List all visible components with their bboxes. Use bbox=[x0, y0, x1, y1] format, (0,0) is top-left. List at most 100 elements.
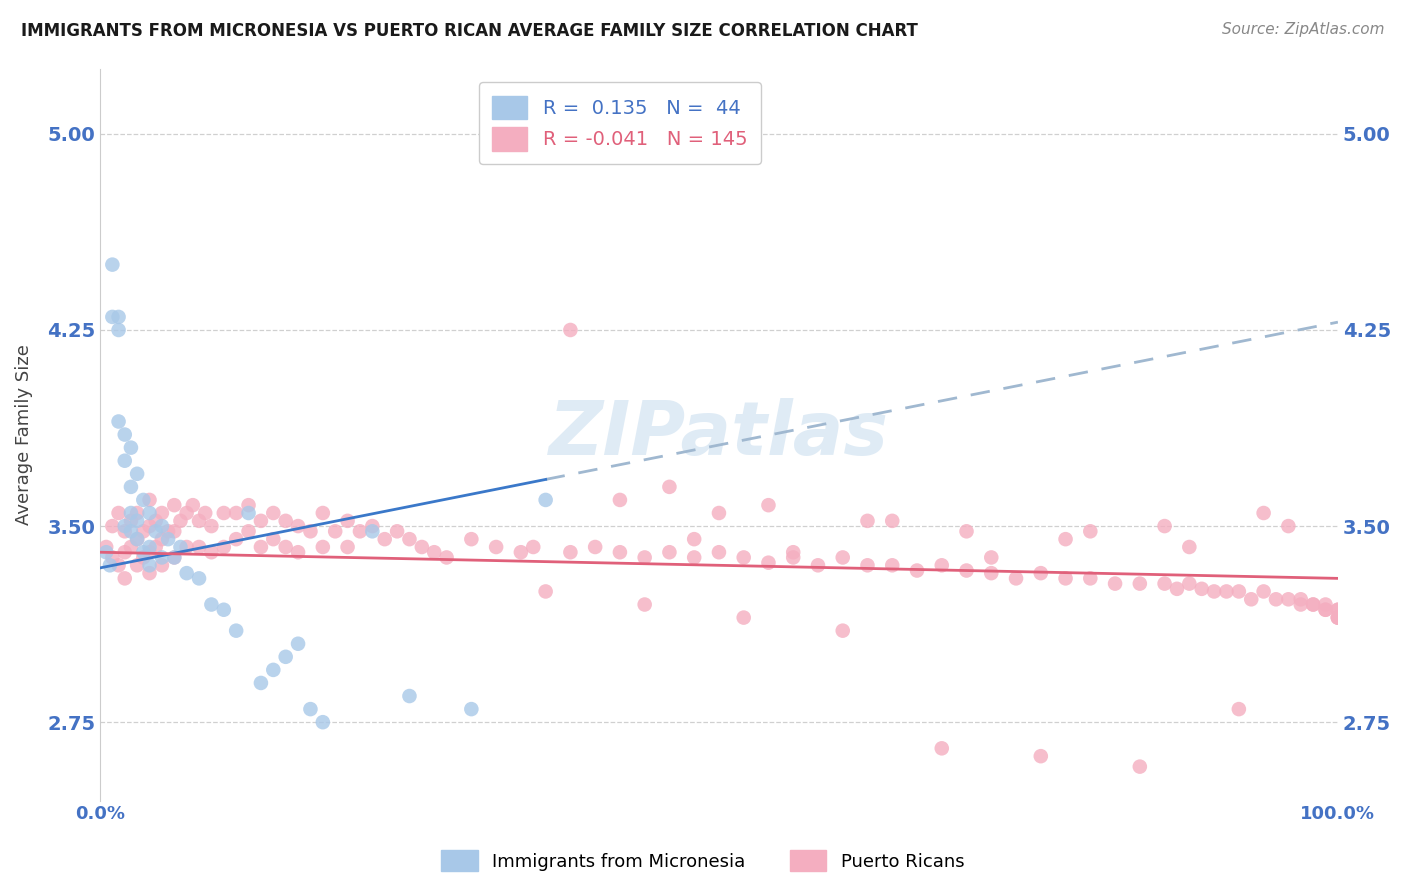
Point bbox=[1005, 571, 1028, 585]
Point bbox=[127, 467, 149, 481]
Point bbox=[127, 506, 149, 520]
Point bbox=[188, 514, 211, 528]
Point bbox=[831, 550, 853, 565]
Point bbox=[120, 506, 142, 520]
Point bbox=[336, 540, 359, 554]
Point bbox=[212, 506, 235, 520]
Text: ZIPatlas: ZIPatlas bbox=[548, 398, 889, 471]
Point bbox=[163, 498, 186, 512]
Point bbox=[460, 702, 482, 716]
Point bbox=[931, 741, 953, 756]
Point bbox=[1227, 702, 1250, 716]
Point bbox=[1327, 610, 1350, 624]
Point bbox=[509, 545, 531, 559]
Point bbox=[96, 540, 118, 554]
Point bbox=[782, 550, 804, 565]
Point bbox=[169, 540, 191, 554]
Point bbox=[132, 524, 155, 539]
Point bbox=[385, 524, 408, 539]
Point bbox=[176, 540, 198, 554]
Point bbox=[980, 550, 1002, 565]
Point bbox=[157, 524, 180, 539]
Point bbox=[262, 506, 284, 520]
Point bbox=[980, 566, 1002, 581]
Point bbox=[107, 415, 129, 429]
Point bbox=[1265, 592, 1288, 607]
Point bbox=[1166, 582, 1188, 596]
Point bbox=[150, 558, 173, 573]
Point bbox=[274, 540, 297, 554]
Point bbox=[856, 558, 879, 573]
Point bbox=[262, 663, 284, 677]
Point bbox=[658, 545, 681, 559]
Point bbox=[1054, 532, 1077, 546]
Point bbox=[1153, 519, 1175, 533]
Point bbox=[127, 558, 149, 573]
Point bbox=[807, 558, 830, 573]
Point bbox=[1315, 598, 1337, 612]
Point bbox=[287, 519, 309, 533]
Y-axis label: Average Family Size: Average Family Size bbox=[15, 344, 32, 525]
Point bbox=[460, 532, 482, 546]
Point bbox=[212, 540, 235, 554]
Point bbox=[1302, 598, 1324, 612]
Point bbox=[609, 545, 631, 559]
Point bbox=[238, 506, 260, 520]
Point bbox=[323, 524, 346, 539]
Point bbox=[1153, 576, 1175, 591]
Point bbox=[200, 598, 222, 612]
Point bbox=[1302, 598, 1324, 612]
Point bbox=[274, 649, 297, 664]
Point bbox=[707, 506, 730, 520]
Point bbox=[150, 532, 173, 546]
Point bbox=[856, 514, 879, 528]
Point bbox=[188, 571, 211, 585]
Point bbox=[1227, 584, 1250, 599]
Point bbox=[1327, 610, 1350, 624]
Point bbox=[1191, 582, 1213, 596]
Point bbox=[150, 550, 173, 565]
Point bbox=[634, 598, 657, 612]
Point bbox=[609, 492, 631, 507]
Point bbox=[1204, 584, 1226, 599]
Point bbox=[132, 545, 155, 559]
Point bbox=[1327, 603, 1350, 617]
Point bbox=[274, 514, 297, 528]
Point bbox=[1289, 598, 1312, 612]
Point bbox=[114, 519, 136, 533]
Point bbox=[336, 514, 359, 528]
Point bbox=[238, 498, 260, 512]
Point bbox=[150, 506, 173, 520]
Point bbox=[534, 492, 557, 507]
Point bbox=[1054, 571, 1077, 585]
Point bbox=[225, 532, 247, 546]
Point bbox=[114, 524, 136, 539]
Point bbox=[169, 514, 191, 528]
Point bbox=[188, 540, 211, 554]
Point bbox=[1129, 759, 1152, 773]
Text: Source: ZipAtlas.com: Source: ZipAtlas.com bbox=[1222, 22, 1385, 37]
Point bbox=[120, 524, 142, 539]
Point bbox=[138, 558, 160, 573]
Point bbox=[114, 571, 136, 585]
Point bbox=[560, 323, 582, 337]
Point bbox=[145, 540, 167, 554]
Point bbox=[138, 492, 160, 507]
Point bbox=[436, 550, 458, 565]
Point bbox=[733, 610, 755, 624]
Point bbox=[163, 550, 186, 565]
Point bbox=[583, 540, 606, 554]
Point bbox=[560, 545, 582, 559]
Point bbox=[200, 545, 222, 559]
Point bbox=[1315, 603, 1337, 617]
Point bbox=[101, 550, 124, 565]
Point bbox=[312, 715, 335, 730]
Point bbox=[114, 427, 136, 442]
Point bbox=[882, 514, 904, 528]
Point bbox=[132, 492, 155, 507]
Point bbox=[1277, 519, 1299, 533]
Point bbox=[157, 532, 180, 546]
Point bbox=[312, 506, 335, 520]
Point bbox=[114, 545, 136, 559]
Point bbox=[107, 558, 129, 573]
